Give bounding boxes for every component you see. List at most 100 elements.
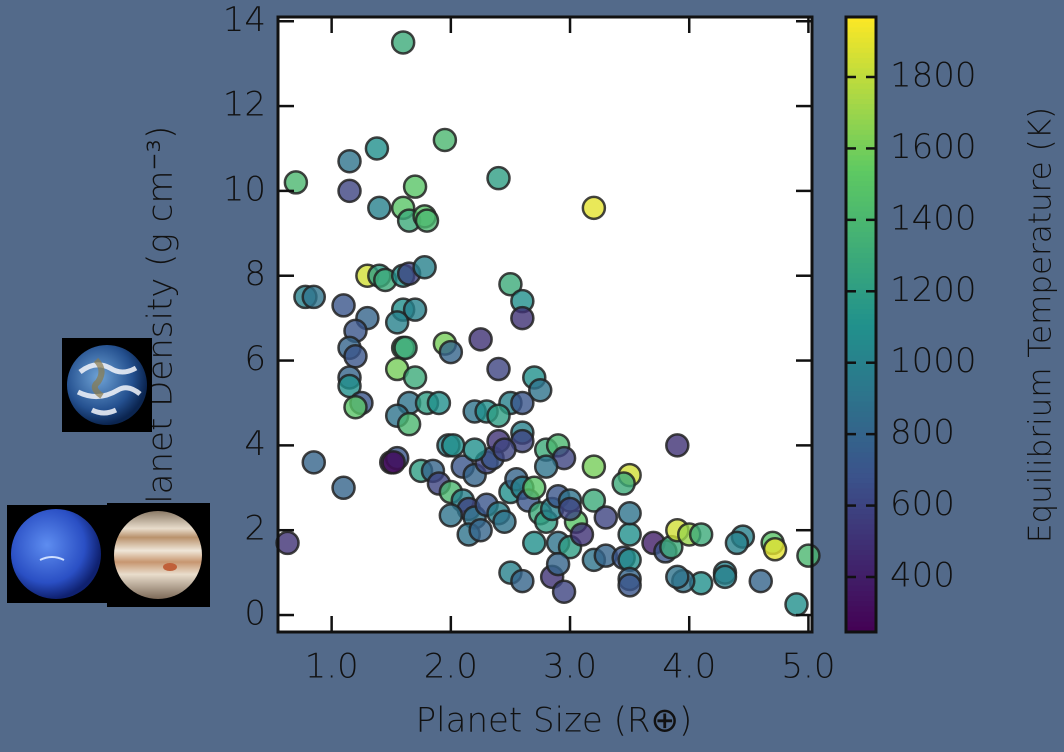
point <box>383 451 405 473</box>
colorbar-segment <box>846 166 876 172</box>
colorbar-segment <box>846 304 876 310</box>
colorbar-segment <box>846 376 876 382</box>
colorbar-segment <box>846 565 876 571</box>
point <box>303 286 325 308</box>
y-tick-label: 6 <box>244 339 266 379</box>
colorbar-tick-label: 800 <box>890 413 955 453</box>
y-tick-label: 2 <box>244 509 266 549</box>
point <box>339 150 361 172</box>
colorbar-segment <box>846 309 876 315</box>
colorbar-segment <box>846 202 876 208</box>
point <box>333 294 355 316</box>
point <box>366 137 388 159</box>
colorbar-segment <box>846 212 876 218</box>
point <box>333 477 355 499</box>
x-tick-label: 2.0 <box>424 647 478 687</box>
colorbar-segment <box>846 114 876 120</box>
point <box>434 129 456 151</box>
point <box>395 337 417 359</box>
point <box>619 574 641 596</box>
x-tick-label: 3.0 <box>543 647 597 687</box>
colorbar-segment <box>846 560 876 566</box>
colorbar-segment <box>846 591 876 597</box>
colorbar-segment <box>846 125 876 131</box>
colorbar-segment <box>846 325 876 331</box>
point <box>303 451 325 473</box>
point <box>470 328 492 350</box>
colorbar-segment <box>846 540 876 546</box>
colorbar-tick-label: 1800 <box>890 56 977 96</box>
colorbar-segment <box>846 407 876 413</box>
colorbar-segment <box>846 109 876 115</box>
point <box>666 434 688 456</box>
point <box>583 197 605 219</box>
colorbar-segment <box>846 191 876 197</box>
point <box>797 545 819 567</box>
colorbar-segment <box>846 284 876 290</box>
colorbar-segment <box>846 222 876 228</box>
x-axis-label: Planet Size (R⊕) <box>416 701 693 741</box>
point <box>392 31 414 53</box>
x-tick-label: 4.0 <box>662 647 716 687</box>
colorbar-segment <box>846 263 876 269</box>
y-tick-label: 14 <box>223 0 266 40</box>
colorbar-segment <box>846 535 876 541</box>
y-tick-label: 0 <box>244 594 266 634</box>
colorbar-segment <box>846 94 876 100</box>
point <box>493 511 515 533</box>
point <box>368 197 390 219</box>
colorbar-segment <box>846 458 876 464</box>
point <box>764 538 786 560</box>
point <box>470 519 492 541</box>
colorbar-segment <box>846 381 876 387</box>
point <box>619 523 641 545</box>
colorbar-segment <box>846 58 876 64</box>
point <box>440 504 462 526</box>
point <box>553 581 575 603</box>
point <box>583 456 605 478</box>
point <box>440 341 462 363</box>
colorbar-segment <box>846 350 876 356</box>
colorbar-segment <box>846 601 876 607</box>
colorbar-segment <box>846 545 876 551</box>
colorbar-segment <box>846 478 876 484</box>
point <box>277 532 299 554</box>
colorbar-segment <box>846 442 876 448</box>
colorbar-segment <box>846 401 876 407</box>
colorbar-segment <box>846 437 876 443</box>
y-tick-label: 10 <box>223 169 266 209</box>
colorbar-segment <box>846 581 876 587</box>
colorbar-segment <box>846 237 876 243</box>
colorbar-segment <box>846 494 876 500</box>
colorbar-segment <box>846 278 876 284</box>
colorbar-segment <box>846 606 876 612</box>
colorbar-segment <box>846 43 876 49</box>
colorbar-segment <box>846 294 876 300</box>
colorbar-tick-label: 1400 <box>890 198 977 238</box>
colorbar-segment <box>846 340 876 346</box>
colorbar-segment <box>846 330 876 336</box>
colorbar-segment <box>846 299 876 305</box>
colorbar-segment <box>846 550 876 556</box>
point <box>786 593 808 615</box>
point <box>666 566 688 588</box>
colorbar-segment <box>846 38 876 44</box>
colorbar-segment <box>846 140 876 146</box>
colorbar-segment <box>846 509 876 515</box>
colorbar-segment <box>846 412 876 418</box>
colorbar-segment <box>846 258 876 264</box>
y-tick-label: 8 <box>244 254 266 294</box>
point <box>398 413 420 435</box>
colorbar-segment <box>846 186 876 192</box>
point <box>464 439 486 461</box>
point <box>414 256 436 278</box>
colorbar-segment <box>846 427 876 433</box>
point <box>726 532 748 554</box>
colorbar-segment <box>846 181 876 187</box>
colorbar-segment <box>846 448 876 454</box>
colorbar-segment <box>846 555 876 561</box>
colorbar-segment <box>846 571 876 577</box>
point <box>386 311 408 333</box>
point <box>488 167 510 189</box>
colorbar-segment <box>846 32 876 38</box>
